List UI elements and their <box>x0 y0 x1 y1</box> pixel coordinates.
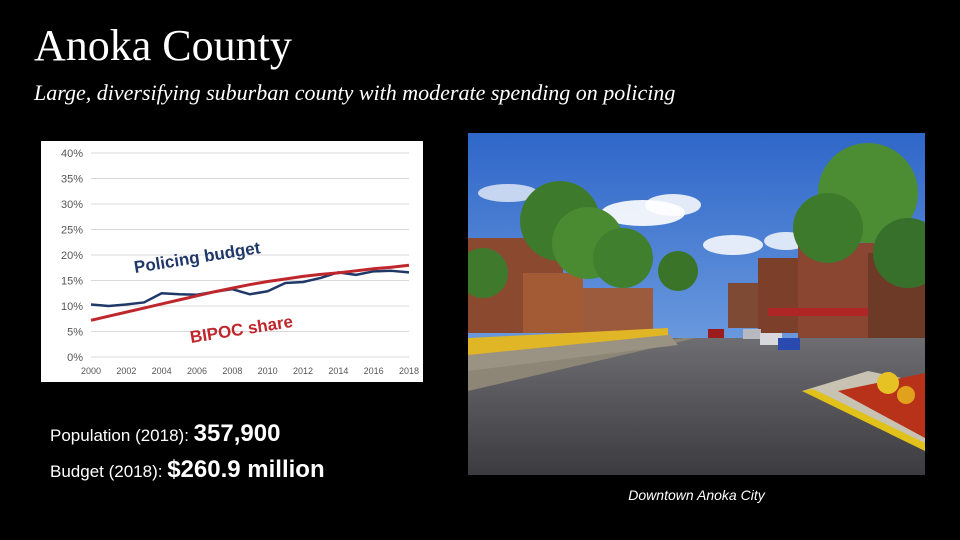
line-chart: 0% 5% 10% 15% 20% 25% 30% 35% 40% 2000 2002 2004 20… <box>41 141 423 382</box>
y-tick-label: 35% <box>61 174 83 186</box>
y-tick-label: 20% <box>61 250 83 262</box>
x-tick-label: 2010 <box>258 366 278 376</box>
slide-title: Anoka County <box>34 21 292 70</box>
x-tick-label: 2018 <box>399 366 419 376</box>
grid-lines <box>91 152 409 358</box>
x-tick-label: 2000 <box>81 366 101 376</box>
y-tick-label: 40% <box>61 148 83 160</box>
x-tick-label: 2014 <box>328 366 348 376</box>
y-tick-label: 15% <box>61 276 83 288</box>
y-tick-label: 25% <box>61 225 83 237</box>
x-tick-label: 2006 <box>187 366 207 376</box>
downtown-photo <box>468 133 925 475</box>
x-tick-label: 2012 <box>293 366 313 376</box>
budget-stat: Budget (2018): $260.9 million <box>50 456 325 484</box>
budget-value: $260.9 million <box>167 456 325 483</box>
x-tick-label: 2002 <box>116 366 136 376</box>
x-tick-labels: 2000 2002 2004 2006 2008 2010 2012 2014 2016 2018 <box>81 366 419 376</box>
series-line-1 <box>90 263 410 322</box>
series-label-policing-budget: Policing budget <box>133 238 262 277</box>
y-tick-label: 0% <box>67 352 83 364</box>
series-lines <box>90 263 410 322</box>
y-tick-label: 5% <box>67 327 83 339</box>
population-value: 357,900 <box>193 420 281 447</box>
population-stat: Population (2018): 357,900 <box>50 420 280 448</box>
slide-subtitle: Large, diversifying suburban county with… <box>34 80 676 105</box>
x-tick-label: 2004 <box>152 366 172 376</box>
series-line-0 <box>90 269 410 308</box>
x-tick-label: 2008 <box>222 366 242 376</box>
chart-svg: 0%5%10%15%20%25%30%35%40% 2000 2002 2004 20… <box>61 148 419 376</box>
x-tick-label: 2016 <box>364 366 384 376</box>
street-scene-illustration <box>468 133 925 475</box>
series-label-bipoc-share: BIPOC share <box>189 312 295 347</box>
photo-caption: Downtown Anoka City <box>628 487 765 503</box>
y-tick-label: 30% <box>61 199 83 211</box>
population-label: Population (2018): <box>50 426 189 445</box>
budget-label: Budget (2018): <box>50 462 163 481</box>
y-tick-label: 10% <box>61 301 83 313</box>
y-tick-labels: 0% 5% 10% 15% 20% 25% 30% 35% 40% <box>61 148 83 364</box>
